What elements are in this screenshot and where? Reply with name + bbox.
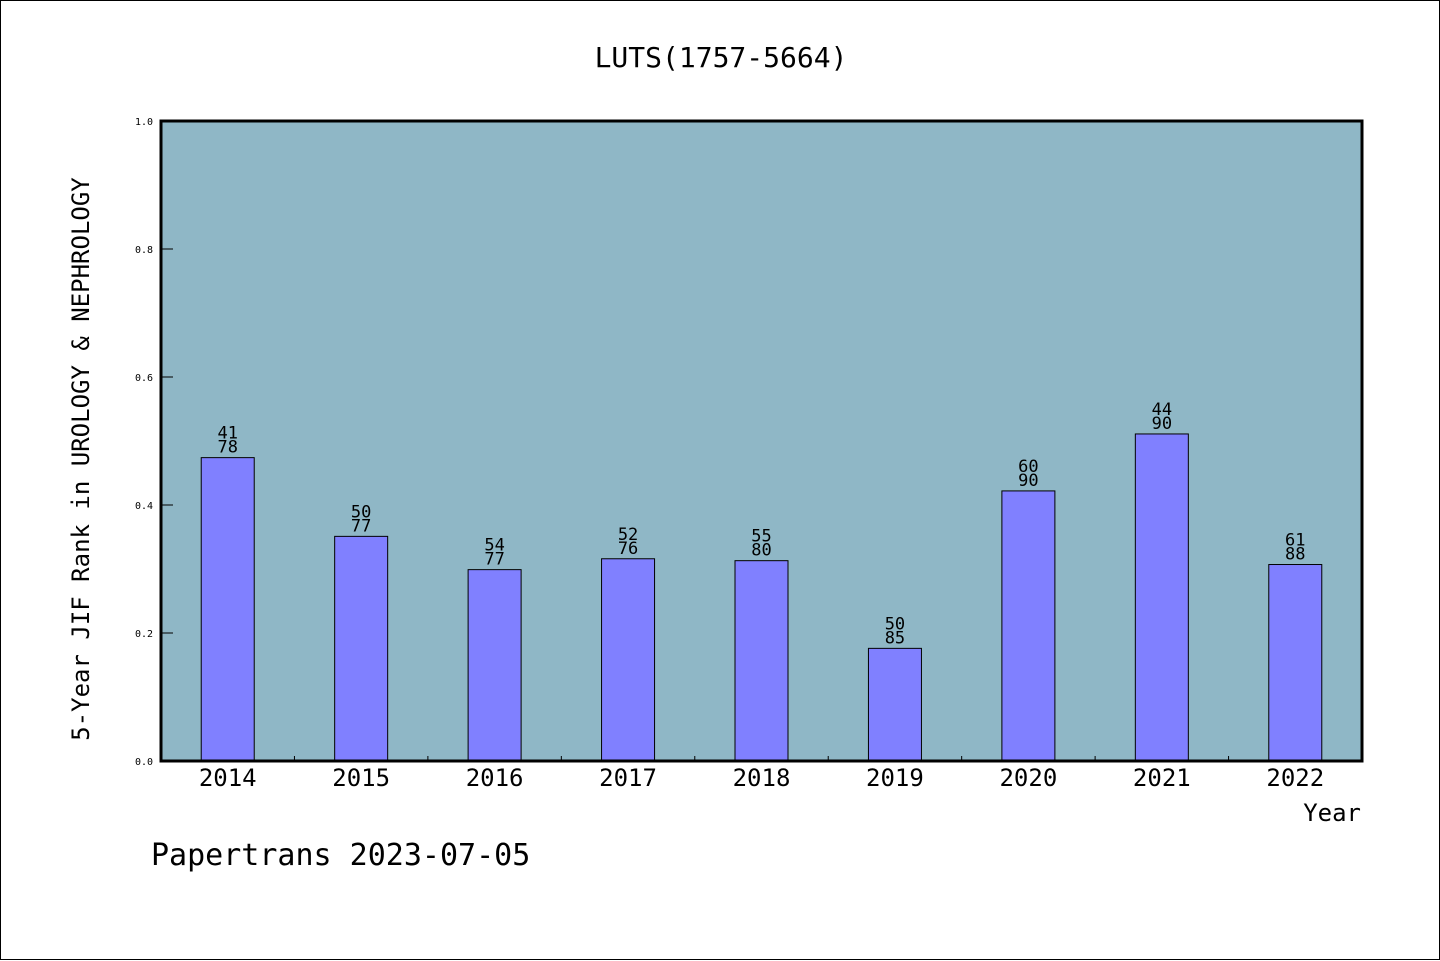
bar-2017 [601,558,656,762]
bar-2020 [1001,490,1056,762]
data-label-total-2021: 90 [1152,414,1172,434]
data-label-rank-2017: 52 [618,525,638,545]
data-label-total-2017: 76 [618,539,638,559]
y-tick-label-0.2: 0.2 [135,629,153,640]
chart-title: LUTS(1757-5664) [595,41,848,74]
y-tick-label-0.8: 0.8 [135,245,153,256]
y-tick-label-0.0: 0.0 [135,757,153,768]
footer-watermark: Papertrans 2023-07-05 [151,838,530,873]
bar-2021 [1134,433,1189,762]
bar-2018 [734,560,789,762]
bar-2015 [334,535,389,762]
data-label-rank-2020: 60 [1018,457,1038,477]
data-label-rank-2016: 54 [484,536,504,556]
y-axis-ticks: 0.0 0.2 0.4 0.6 0.8 1.0 [135,117,173,768]
y-tick-label-0.6: 0.6 [135,373,153,384]
data-label-total-2016: 77 [484,550,504,570]
y-tick-label-1.0: 1.0 [135,117,153,128]
data-label-rank-2019: 50 [885,614,905,634]
x-tick-label-2014: 2014 [199,764,257,792]
x-tick-label-2015: 2015 [332,764,390,792]
data-label-total-2015: 77 [351,516,371,536]
data-label-total-2020: 90 [1018,471,1038,491]
bar-2014 [200,457,255,762]
x-tick-label-2020: 2020 [999,764,1057,792]
data-label-total-2018: 80 [751,541,771,561]
data-label-rank-2015: 50 [351,502,371,522]
x-tick-label-2017: 2017 [599,764,657,792]
y-tick-label-0.4: 0.4 [135,501,153,512]
data-label-rank-2018: 55 [751,527,771,547]
data-label-rank-2022: 61 [1285,531,1305,551]
bar-2016 [467,569,522,762]
bar-2019 [867,647,922,762]
x-axis-ticks: 2014 2015 2016 2017 2018 2019 2020 2021 2022 [199,756,1324,792]
x-axis-label: Year [1303,799,1361,827]
plot-border [159,119,1364,763]
y-axis-label: 5-Year JIF Rank in UROLOGY & NEPHROLOGY [67,177,95,741]
x-tick-label-2022: 2022 [1266,764,1324,792]
bar-2022 [1268,564,1323,762]
x-tick-label-2019: 2019 [866,764,924,792]
data-label-rank-2021: 44 [1152,400,1172,420]
x-tick-label-2018: 2018 [733,764,791,792]
data-label-total-2019: 85 [885,628,905,648]
bars-group [200,433,1323,762]
x-tick-label-2016: 2016 [466,764,524,792]
data-label-total-2014: 78 [217,438,237,458]
data-label-total-2022: 88 [1285,545,1305,565]
x-tick-label-2021: 2021 [1133,764,1191,792]
data-label-rank-2014: 41 [217,424,237,444]
